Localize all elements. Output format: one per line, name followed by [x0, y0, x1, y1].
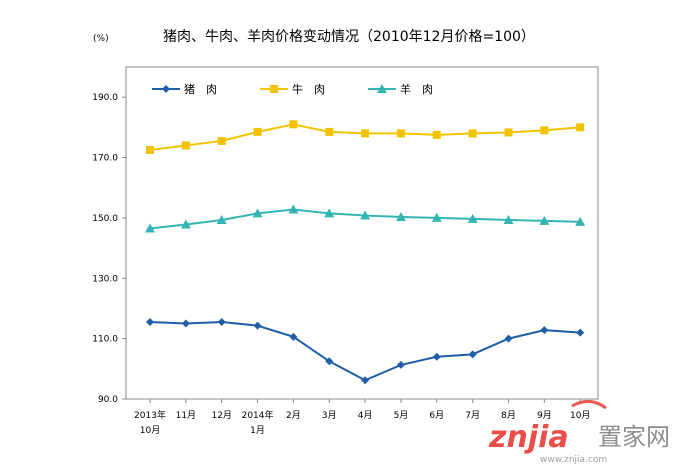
data-point: [288, 204, 299, 214]
data-point: [253, 127, 262, 136]
legend-swatch-marker: [270, 85, 278, 93]
data-point: [468, 350, 477, 359]
series-2: [145, 204, 586, 233]
data-point: [146, 146, 154, 154]
y-tick-label: 150.0: [92, 214, 118, 224]
data-point: [217, 136, 226, 145]
data-point: [289, 332, 298, 341]
data-point: [396, 129, 405, 138]
legend: 猪 肉牛 肉羊 肉: [152, 82, 433, 96]
data-point: [576, 328, 585, 337]
series-line: [149, 321, 581, 382]
x-tick-label: 1月: [250, 425, 265, 436]
data-point: [395, 212, 406, 222]
legend-swatch-marker: [377, 84, 387, 93]
data-point: [467, 213, 478, 223]
data-point: [396, 360, 405, 369]
legend-label: 猪 肉: [184, 83, 217, 96]
data-point: [181, 141, 190, 150]
data-point: [324, 208, 335, 218]
x-tick-label: 3月: [322, 410, 337, 421]
data-point: [146, 318, 154, 327]
x-tick-label: 2013年: [134, 409, 166, 421]
y-tick-label: 170.0: [92, 154, 118, 164]
watermark-logo: znjia: [488, 420, 569, 455]
legend-label: 羊 肉: [400, 82, 433, 96]
data-point: [504, 128, 513, 137]
data-point: [432, 352, 441, 361]
data-point: [468, 129, 477, 138]
x-tick-label: 2014年: [242, 409, 274, 421]
data-point: [181, 319, 190, 328]
series-1: [146, 120, 585, 154]
data-point: [539, 215, 550, 225]
data-point: [432, 130, 441, 139]
x-tick-label: 12月: [211, 410, 231, 421]
x-tick-label: 9月: [537, 410, 552, 421]
data-point: [325, 127, 334, 136]
chart-title: 猪肉、牛肉、羊肉价格变动情况（2010年12月价格=100）: [163, 29, 535, 45]
x-tick-label: 7月: [465, 410, 480, 421]
x-tick-label: 8月: [501, 410, 516, 421]
legend-item: 猪 肉: [152, 83, 217, 96]
y-tick-label: 110.0: [92, 335, 118, 345]
x-axis: 2013年 10月 11月 12月 2014年 1月 2月 3月 4月 5月 6月 7月 8月 9月 10月: [134, 399, 590, 436]
x-tick-label: 10月: [570, 410, 590, 421]
data-point: [253, 321, 262, 330]
legend-label: 牛 肉: [292, 82, 325, 96]
legend-item: 牛 肉: [260, 82, 325, 96]
plot-area: [125, 66, 599, 400]
legend-swatch-marker: [162, 85, 170, 93]
data-point: [431, 212, 442, 222]
data-point: [217, 318, 226, 327]
data-point: [145, 223, 155, 233]
series-layer: [145, 120, 586, 385]
legend-item: 羊 肉: [368, 82, 433, 96]
x-tick-label: 4月: [358, 410, 373, 421]
watermark-url: www.znjia.com: [540, 455, 607, 465]
data-point: [540, 326, 549, 335]
watermark-roof-icon: [571, 400, 607, 410]
y-tick-label: 130.0: [92, 274, 118, 284]
watermark: znjia 置家网 www.znjia.com: [488, 400, 670, 465]
x-tick-label: 10月: [140, 425, 160, 436]
data-point: [361, 129, 370, 138]
data-point: [216, 215, 227, 225]
unit-label: (%): [93, 34, 109, 44]
data-point: [180, 219, 191, 229]
data-point: [575, 216, 586, 226]
y-tick-label: 190.0: [92, 93, 118, 103]
data-point: [325, 357, 334, 366]
data-point: [504, 334, 513, 343]
series-0: [146, 318, 585, 385]
data-point: [540, 126, 549, 135]
data-point: [289, 120, 298, 129]
data-point: [252, 208, 263, 218]
data-point: [360, 210, 371, 220]
x-tick-label: 11月: [176, 410, 196, 421]
x-tick-label: 2月: [286, 410, 301, 421]
y-axis: 90.0 110.0 130.0 150.0 170.0 190.0: [92, 93, 126, 405]
data-point: [503, 215, 514, 225]
data-point: [576, 123, 585, 132]
watermark-brand: 置家网: [598, 423, 670, 451]
x-tick-label: 6月: [429, 410, 444, 421]
y-tick-label: 90.0: [98, 395, 118, 405]
x-tick-label: 5月: [394, 410, 409, 421]
data-point: [361, 376, 370, 385]
